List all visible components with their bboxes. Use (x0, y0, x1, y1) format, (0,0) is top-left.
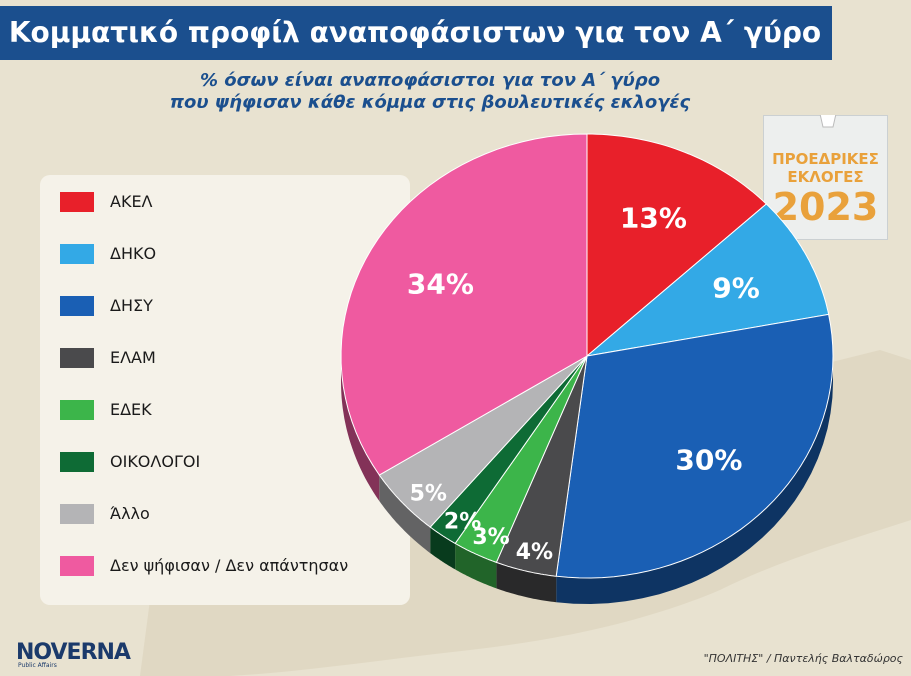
pie-value-label: 5% (410, 481, 447, 506)
pie-slice (429, 355, 588, 545)
header-bar (0, 6, 832, 60)
legend-swatch (60, 296, 94, 316)
pie-slice (340, 133, 588, 476)
legend-swatch (60, 452, 94, 472)
pie-slice-side (455, 543, 497, 589)
legend-swatch (60, 504, 94, 524)
chart-subtitle-line1: % όσων είναι αναποφάσιστοι για τον Α΄ γύ… (199, 70, 661, 91)
pie-value-label: 4% (516, 540, 553, 565)
legend-label: ΕΔΕΚ (110, 400, 152, 419)
logo: NOVERNA (16, 640, 131, 665)
pie-value-label: 30% (675, 443, 742, 476)
pie-slice-side (556, 356, 833, 604)
legend-swatch (60, 556, 94, 576)
pie-slice (585, 203, 830, 357)
legend-swatch (60, 400, 94, 420)
pie-slice (454, 355, 588, 564)
pie-slice (586, 133, 768, 358)
legend-swatch (60, 244, 94, 264)
ballot-box-icon (763, 115, 888, 240)
legend-label: ΕΛΑΜ (110, 348, 156, 367)
pie-slice-side (341, 356, 380, 501)
chart-subtitle-line2: που ψήφισαν κάθε κόμμα στις βουλευτικές … (169, 92, 691, 113)
pie-slice (378, 355, 588, 528)
legend-label: Άλλο (110, 504, 150, 523)
legend-swatch (60, 192, 94, 212)
badge-line2: ΕΚΛΟΓΕΣ (787, 168, 864, 186)
legend-swatch (60, 348, 94, 368)
pie-value-label: 13% (620, 202, 687, 235)
legend-label: ΔΗΣΥ (110, 296, 153, 315)
logo-tagline: Public Affairs (18, 662, 57, 669)
pie-value-label: 34% (407, 267, 474, 300)
pie-slice (495, 355, 588, 577)
badge-line1: ΠΡΟΕΔΡΙΚΕΣ (772, 150, 879, 168)
legend-label: ΔΗΚΟ (110, 244, 157, 263)
pie-slice (555, 313, 834, 579)
chart-title: Κομματικό προφίλ αναποφάσιστων για τον Α… (8, 16, 822, 49)
pie-value-label: 3% (472, 525, 509, 550)
pie-value-label: 9% (712, 272, 760, 305)
legend-label: Δεν ψήφισαν / Δεν απάντησαν (110, 556, 349, 575)
legend-label: ΟΙΚΟΛΟΓΟΙ (110, 452, 201, 471)
legend-label: ΑΚΕΛ (110, 192, 153, 211)
pie-value-label: 2% (444, 510, 481, 535)
pie-slice-side (379, 475, 431, 554)
badge-year: 2023 (772, 185, 879, 229)
pie-slice-side (430, 527, 456, 570)
credit: "ΠΟΛΙΤΗΣ" / Παντελής Βαλταδώρος (703, 652, 903, 665)
pie-slice-side (496, 562, 557, 603)
